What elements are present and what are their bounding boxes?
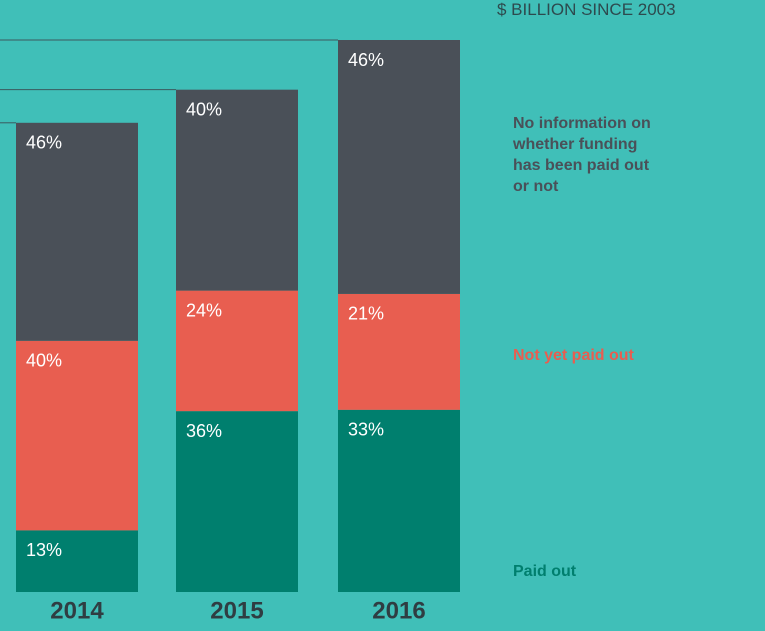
bar-segment bbox=[16, 340, 138, 531]
value-label: 36% bbox=[186, 421, 222, 441]
value-label: 13% bbox=[26, 540, 62, 560]
bar-segment bbox=[338, 409, 460, 592]
bar-segment bbox=[16, 530, 138, 592]
chart-title: $ BILLION SINCE 2003 bbox=[497, 0, 676, 19]
bar-segment bbox=[176, 411, 298, 592]
legend-entry: Paid out bbox=[513, 563, 577, 580]
bar-segment bbox=[338, 293, 460, 410]
value-label: 21% bbox=[348, 304, 384, 324]
legend-entry: Not yet paid out bbox=[513, 347, 634, 364]
value-label: 46% bbox=[26, 133, 62, 153]
bar-segment bbox=[176, 290, 298, 412]
value-label: 33% bbox=[348, 420, 384, 440]
x-tick-label: 2015 bbox=[210, 597, 263, 624]
bar-segment bbox=[176, 89, 298, 291]
value-label: 40% bbox=[186, 99, 222, 119]
value-label: 24% bbox=[186, 300, 222, 320]
legend-entry: No information on whether funding has be… bbox=[513, 115, 651, 195]
x-tick-label: 2014 bbox=[50, 597, 104, 624]
value-label: 46% bbox=[348, 50, 384, 70]
bar-segment bbox=[16, 122, 138, 341]
bar-segment bbox=[338, 40, 460, 294]
value-label: 40% bbox=[26, 351, 62, 371]
x-tick-label: 2016 bbox=[372, 597, 425, 624]
